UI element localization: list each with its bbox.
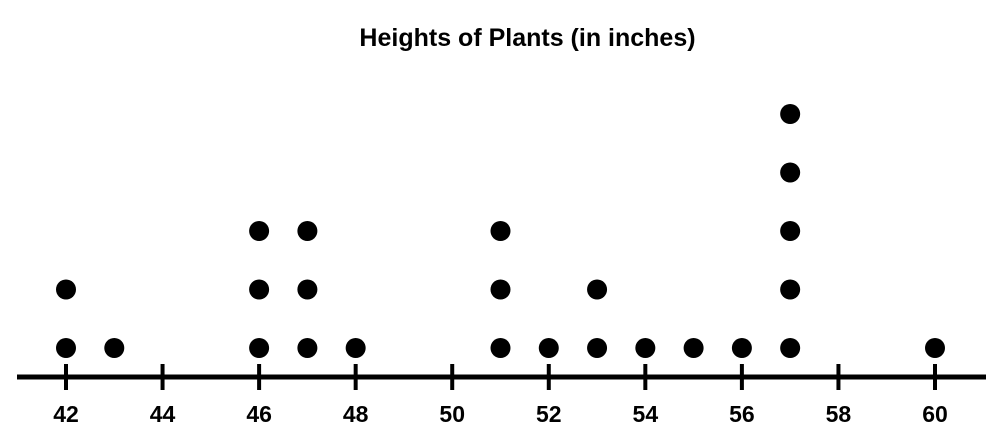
chart-title: Heights of Plants (in inches) xyxy=(359,24,696,52)
dot-55-1 xyxy=(683,338,704,358)
dot-42-1 xyxy=(56,338,76,358)
dot-51-3 xyxy=(490,221,511,241)
dot-46-1 xyxy=(249,338,270,358)
dot-57-3 xyxy=(780,221,801,241)
dot-56-1 xyxy=(731,338,752,358)
x-tick-label-58: 58 xyxy=(826,401,852,427)
x-tick-label-50: 50 xyxy=(439,401,465,427)
dot-47-1 xyxy=(297,338,318,358)
dot-53-2 xyxy=(587,279,608,300)
x-tick-label-48: 48 xyxy=(343,401,369,427)
dot-60-1 xyxy=(925,338,945,358)
dot-46-2 xyxy=(249,279,270,300)
x-tick-label-60: 60 xyxy=(922,401,948,427)
dot-47-2 xyxy=(297,279,318,300)
dot-51-2 xyxy=(490,279,511,300)
dot-51-1 xyxy=(490,338,511,358)
dot-42-2 xyxy=(56,279,76,300)
dot-57-2 xyxy=(780,279,801,300)
dot-48-1 xyxy=(345,338,366,358)
x-tick-label-46: 46 xyxy=(246,401,272,427)
x-axis-tick-labels: 42 44 46 48 50 52 54 56 58 60 xyxy=(53,401,948,427)
x-tick-label-42: 42 xyxy=(53,401,79,427)
dot-47-3 xyxy=(297,221,318,241)
x-tick-label-44: 44 xyxy=(150,401,176,427)
dot-54-1 xyxy=(635,338,656,358)
dot-43-1 xyxy=(104,338,125,358)
dot-57-4 xyxy=(780,162,801,183)
x-tick-label-56: 56 xyxy=(729,401,755,427)
dot-53-1 xyxy=(587,338,608,358)
dot-52-1 xyxy=(538,338,559,358)
x-axis-ticks xyxy=(64,364,937,390)
dot-46-3 xyxy=(249,221,270,241)
data-dots xyxy=(56,104,945,358)
x-tick-label-52: 52 xyxy=(536,401,562,427)
dot-57-5 xyxy=(780,104,801,124)
dot-57-1 xyxy=(780,338,801,358)
x-tick-label-54: 54 xyxy=(633,401,659,427)
